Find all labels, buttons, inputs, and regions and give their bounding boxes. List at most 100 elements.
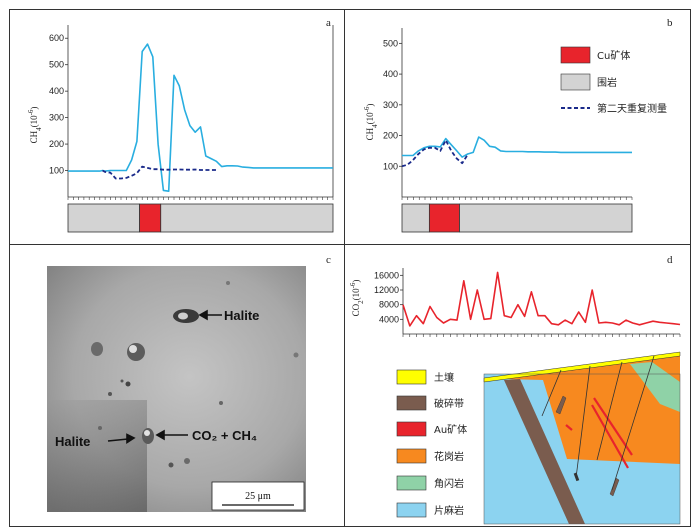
inclusion-dot-3 (120, 379, 124, 383)
label-co2-ch4: CO₂ + CH₄ (192, 428, 257, 443)
panel-a-ytick-label-0: 100 (49, 166, 64, 176)
legend-d-label-4: 角闪岩 (434, 477, 464, 490)
panel-b-ylabel: CH4(10-6) (363, 104, 379, 141)
legend-d-swatch-4 (396, 475, 427, 491)
panel-a-ytick-label-3: 400 (49, 86, 64, 96)
svg-text:CH4(10-6): CH4(10-6) (27, 107, 43, 144)
panel-a-chart: CH4(10-6) 100 200 300 400 500 600 (27, 25, 334, 233)
legend-d-label-0: 土壤 (434, 371, 454, 384)
inclusion-dot-4 (168, 462, 174, 468)
geologic-cross-section (483, 351, 681, 525)
inclusion-dot-7 (293, 352, 299, 358)
arrow-co2-head (155, 429, 165, 441)
panel-a-ytick-label-2: 300 (49, 113, 64, 123)
panel-a-ytick-label-4: 500 (49, 60, 64, 70)
panel-b-ytick-label-2: 300 (383, 100, 398, 110)
section-granite (504, 355, 680, 464)
panel-b-ytick-label-4: 500 (383, 38, 398, 48)
legend-b-label-0: Cu矿体 (597, 49, 630, 62)
panel-a-series-1 (102, 165, 217, 180)
section-frame (483, 373, 681, 525)
scale-bar-label: 25 μm (245, 491, 271, 502)
photo-dark-corner (47, 400, 147, 512)
panel-a-ytick-label-5: 600 (49, 33, 64, 43)
inclusion-dot-2 (108, 392, 112, 396)
panel-b-ytick-label-1: 200 (383, 131, 398, 141)
panel-d-ytick-label-0: 4000 (379, 314, 399, 324)
arrow-halite-left (107, 438, 129, 442)
panel-d-ytick-label-1: 8000 (379, 300, 399, 310)
au-ore-body-3 (565, 424, 573, 431)
inclusion-dot-9 (184, 458, 190, 464)
panel-b-axes: 100 200 300 400 500 (383, 28, 633, 200)
inclusion-dot-1 (125, 381, 131, 387)
panel-d-ylabel: CO2(10-6) (349, 280, 365, 317)
legend-d-swatch-3 (396, 448, 427, 464)
panel-b-bar-segment-0 (401, 203, 430, 233)
legend-d-swatch-1 (396, 395, 427, 411)
panel-a-bar-segment-1 (139, 203, 162, 233)
panel-a-series-0 (68, 43, 333, 192)
panel-c-photomicrograph: Halite Halite CO₂ + CH₄ 25 μm (47, 266, 306, 512)
panel-b-bar-segment-2 (459, 203, 633, 233)
inclusion-round (127, 343, 145, 361)
photo-inclusions (91, 281, 299, 468)
inclusion-top-bubble (178, 312, 188, 320)
label-halite-top: Halite (224, 308, 259, 323)
drillhole-marker (573, 472, 580, 482)
panel-b-lithology-bar (401, 203, 633, 233)
inclusion-dot-8 (226, 281, 230, 285)
panel-d-ytick-label-2: 12000 (374, 285, 399, 295)
legend-d-label-3: 花岗岩 (434, 450, 464, 463)
inclusion-small-left (91, 342, 103, 356)
legend-b-label-2: 第二天重复测量 (597, 102, 667, 115)
panel-a-ytick-label-1: 200 (49, 139, 64, 149)
photo-arrows (107, 309, 222, 444)
legend-b-label-1: 围岩 (597, 76, 617, 89)
svg-text:CH4(10-6): CH4(10-6) (363, 104, 379, 141)
panel-d-series-0 (402, 271, 681, 327)
legend-d-swatch-5 (396, 502, 427, 518)
section-fracture-zone (504, 379, 585, 524)
panel-a-bar-segment-2 (160, 203, 334, 233)
svg-text:CO2(10-6): CO2(10-6) (349, 280, 365, 317)
inclusion-round-highlight (129, 345, 137, 353)
label-halite-left: Halite (55, 434, 90, 449)
panel-a-axes: 100 200 300 400 500 600 (49, 25, 334, 200)
drillhole-1 (541, 369, 562, 417)
panel-d-ytick-label-3: 16000 (374, 270, 399, 280)
section-small-fracture-1 (555, 395, 567, 415)
section-drillholes (541, 355, 655, 491)
panel-a-ylabel: CH4(10-6) (27, 107, 43, 144)
legend-d-label-1: 破碎带 (434, 397, 464, 410)
section-amphibolite (630, 362, 680, 412)
inclusion-bottom-bubble (144, 430, 150, 436)
arrow-halite-top-head (198, 309, 208, 321)
panel-b-series-0 (402, 136, 632, 158)
drillhole-4 (611, 355, 655, 491)
panel-tag-a: a (326, 17, 331, 29)
legend-d-label-5: 片麻岩 (434, 504, 464, 517)
panel-tag-b: b (667, 17, 673, 29)
figure-frame (9, 9, 691, 527)
arrow-halite-left-head (126, 433, 136, 444)
drillhole-3 (596, 361, 623, 461)
inclusion-dot-5 (98, 426, 102, 430)
legend-d-swatch-2 (396, 421, 427, 437)
legend-b-swatch-0 (560, 46, 591, 64)
panel-tag-c: c (326, 254, 331, 266)
panel-b-ytick-label-3: 400 (383, 69, 398, 79)
panel-d-axes: 4000 8000 12000 16000 (374, 268, 681, 337)
panel-b-bar-segment-1 (428, 203, 460, 233)
inclusion-dot-6 (219, 401, 223, 405)
panel-tag-d: d (667, 254, 673, 266)
panel-a-lithology-bar (67, 203, 334, 233)
legend-d-label-2: Au矿体 (434, 423, 467, 436)
panel-d-chart: CO2(10-6) 4000 8000 12000 16000 (349, 268, 681, 525)
drillhole-2 (575, 365, 591, 479)
panel-a-bar-segment-0 (67, 203, 140, 233)
